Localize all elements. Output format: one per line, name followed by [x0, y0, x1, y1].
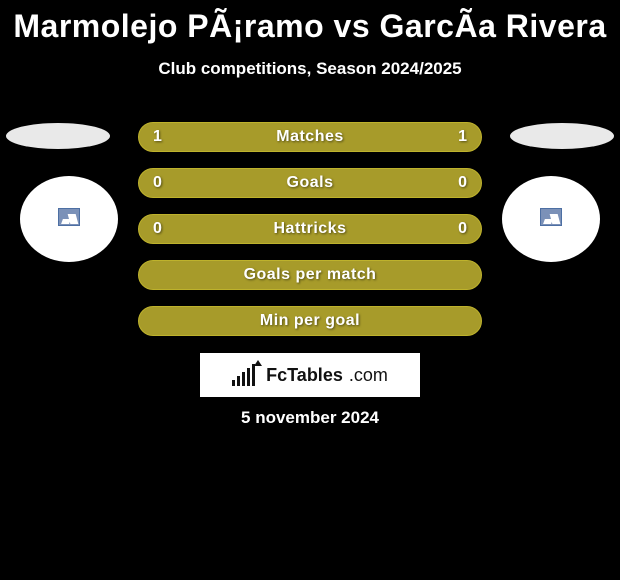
footer-date: 5 november 2024 — [0, 408, 620, 428]
left-team-badge — [20, 176, 118, 262]
stat-left-value: 0 — [153, 174, 162, 192]
comparison-widget: Marmolejo PÃ¡ramo vs GarcÃ­a Rivera Club… — [0, 0, 620, 580]
fctables-logo: FcTables .com — [200, 353, 420, 397]
right-flag-placeholder — [510, 123, 614, 149]
image-placeholder-icon — [540, 208, 562, 226]
stat-right-value: 0 — [458, 174, 467, 192]
stat-left-value: 1 — [153, 128, 162, 146]
stat-right-value: 0 — [458, 220, 467, 238]
stat-row: 1Matches1 — [138, 122, 482, 152]
stat-label: Goals per match — [139, 266, 481, 284]
page-subtitle: Club competitions, Season 2024/2025 — [0, 59, 620, 79]
stat-row: Min per goal — [138, 306, 482, 336]
image-placeholder-icon — [58, 208, 80, 226]
stat-label: Min per goal — [139, 312, 481, 330]
page-title: Marmolejo PÃ¡ramo vs GarcÃ­a Rivera — [0, 0, 620, 45]
stat-label: Goals — [139, 174, 481, 192]
left-flag-placeholder — [6, 123, 110, 149]
stat-rows: 1Matches10Goals00Hattricks0Goals per mat… — [138, 122, 482, 352]
stat-row: 0Goals0 — [138, 168, 482, 198]
right-team-badge — [502, 176, 600, 262]
logo-text-light: .com — [349, 365, 388, 386]
logo-text-bold: FcTables — [266, 365, 343, 386]
stat-label: Matches — [139, 128, 481, 146]
stat-row: 0Hattricks0 — [138, 214, 482, 244]
stat-label: Hattricks — [139, 220, 481, 238]
stat-left-value: 0 — [153, 220, 162, 238]
stat-right-value: 1 — [458, 128, 467, 146]
bar-chart-icon — [232, 364, 260, 386]
stat-row: Goals per match — [138, 260, 482, 290]
